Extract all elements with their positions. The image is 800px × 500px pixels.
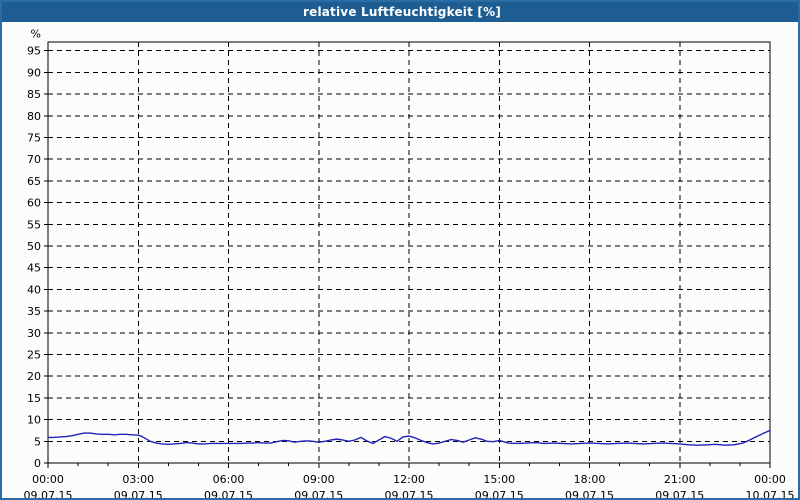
- x-tick-date-label: 09.07.15: [475, 489, 524, 498]
- x-tick-time-label: 15:00: [483, 473, 515, 486]
- gridlines: [48, 42, 770, 463]
- x-tick-date-label: 09.07.15: [565, 489, 614, 498]
- x-tick-time-label: 06:00: [213, 473, 245, 486]
- x-tick-date-label: 09.07.15: [294, 489, 343, 498]
- x-tick-date-label: 09.07.15: [204, 489, 253, 498]
- x-axis-labels: 00:00 09.07.15 03:00 09.07.15 06:00 09.07.15 0…: [24, 473, 795, 498]
- y-tick-label: 60: [27, 197, 41, 210]
- y-tick-label: 85: [27, 88, 41, 101]
- x-tick-date-label: 09.07.15: [114, 489, 163, 498]
- window-title: relative Luftfeuchtigkeit [%]: [2, 2, 798, 22]
- x-tick-date-label: 09.07.15: [385, 489, 434, 498]
- plot-frame: [47, 41, 771, 464]
- y-tick-label: 0: [34, 457, 41, 470]
- y-axis-unit-label: %: [31, 28, 41, 41]
- y-tick-label: 55: [27, 218, 41, 231]
- y-tick-label: 90: [27, 66, 41, 79]
- y-tick-label: 65: [27, 175, 41, 188]
- y-tick-label: 25: [27, 348, 41, 361]
- x-tick-time-label: 03:00: [122, 473, 154, 486]
- y-tick-label: 95: [27, 45, 41, 58]
- x-tick-date-label: 09.07.15: [655, 489, 704, 498]
- x-tick-date-label: 10.07.15: [746, 489, 795, 498]
- chart-area: 0 5 10 15 20 25 30 35 40 45 50 55 60 65 70 75 80 85 90 95% …: [2, 22, 798, 498]
- x-tick-time-label: 00:00: [754, 473, 786, 486]
- x-tick-time-label: 09:00: [303, 473, 335, 486]
- axis-ticks: [44, 50, 771, 468]
- y-tick-label: 20: [27, 370, 41, 383]
- y-tick-label: 10: [27, 414, 41, 427]
- y-tick-label: 5: [34, 435, 41, 448]
- y-axis-labels: 0 5 10 15 20 25 30 35 40 45 50 55 60 65 70 75 80 85 90 95%: [27, 28, 41, 470]
- x-tick-time-label: 18:00: [574, 473, 606, 486]
- x-tick-time-label: 21:00: [664, 473, 696, 486]
- x-tick-time-label: 00:00: [32, 473, 64, 486]
- y-tick-label: 35: [27, 305, 41, 318]
- y-tick-label: 45: [27, 262, 41, 275]
- humidity-series-line: [47, 429, 771, 446]
- x-tick-time-label: 12:00: [393, 473, 425, 486]
- y-tick-label: 75: [27, 131, 41, 144]
- y-tick-label: 80: [27, 110, 41, 123]
- y-tick-label: 15: [27, 392, 41, 405]
- y-tick-label: 50: [27, 240, 41, 253]
- y-tick-label: 70: [27, 153, 41, 166]
- y-tick-label: 40: [27, 283, 41, 296]
- x-tick-date-label: 09.07.15: [24, 489, 73, 498]
- y-tick-label: 30: [27, 327, 41, 340]
- chart-plot: 05101520253035404550556065707580859095% …: [24, 28, 795, 498]
